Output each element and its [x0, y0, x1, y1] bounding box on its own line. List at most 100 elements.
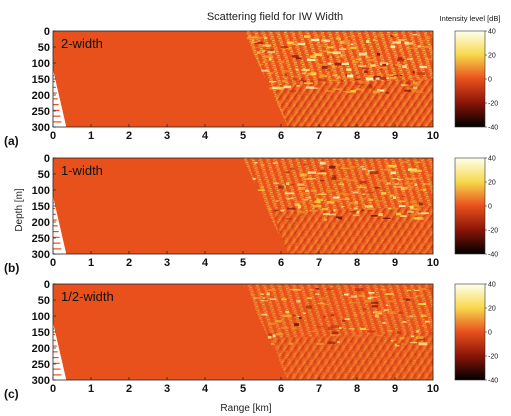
scatter-speckle [322, 213, 330, 216]
scatter-speckle [406, 58, 413, 60]
scatter-speckle [349, 202, 359, 205]
scatter-speckle [336, 216, 342, 220]
scatter-speckle [393, 65, 397, 67]
x-tick-label: 2 [126, 130, 132, 142]
colorbar-tick-label: 0 [488, 204, 492, 211]
scatter-speckle [305, 196, 311, 199]
scatter-speckle [303, 178, 310, 180]
scatter-speckle [333, 196, 340, 199]
scatter-speckle [311, 38, 320, 42]
scatter-speckle [298, 187, 305, 190]
scatter-speckle [361, 89, 364, 92]
scatter-speckle [368, 292, 375, 294]
scatter-speckle [390, 194, 395, 197]
y-tick-label: 250 [32, 106, 50, 118]
y-tick-label: 250 [32, 359, 50, 371]
scatter-speckle [340, 54, 343, 57]
scatter-speckle [297, 210, 305, 214]
y-tick-label: 200 [32, 343, 50, 355]
x-tick-label: 8 [354, 130, 360, 142]
scatter-speckle [310, 189, 317, 192]
scatter-speckle [395, 63, 402, 66]
scatter-speckle [369, 296, 378, 298]
scatter-speckle [248, 36, 258, 38]
scatter-speckle [352, 191, 359, 194]
scattering-lower-band [273, 332, 433, 380]
scatter-speckle [273, 182, 280, 184]
scatter-speckle [272, 334, 276, 338]
scatter-speckle [306, 305, 312, 309]
scatter-speckle [328, 213, 336, 216]
scatter-speckle [387, 330, 393, 332]
scatter-speckle [390, 171, 396, 175]
scatter-speckle [330, 179, 339, 182]
scatter-speckle [415, 187, 419, 190]
scatter-speckle [270, 342, 274, 345]
panel-label: 1/2-width [61, 289, 114, 304]
scatter-speckle [355, 73, 360, 75]
unresolved-wedge [53, 322, 67, 380]
x-tick-label: 7 [316, 257, 322, 269]
scatter-speckle [382, 322, 386, 324]
scatter-speckle [360, 165, 364, 168]
scatter-speckle [345, 197, 350, 200]
scatter-speckle [253, 297, 260, 299]
x-tick-label: 1 [88, 383, 94, 395]
scatter-speckle [342, 40, 350, 43]
scatter-speckle [387, 300, 396, 303]
scatter-speckle [418, 288, 427, 291]
y-tick-label: 150 [32, 74, 50, 86]
scatter-speckle [312, 205, 322, 208]
scatter-speckle [326, 189, 335, 192]
y-tick-label: 100 [32, 311, 50, 323]
y-tick-label: 50 [38, 42, 50, 54]
scatter-speckle [286, 182, 289, 185]
y-tick-label: 200 [32, 90, 50, 102]
scatter-speckle [367, 85, 373, 89]
scatter-speckle [390, 340, 394, 342]
scatter-speckle [366, 40, 370, 43]
scatter-speckle [396, 331, 402, 334]
scatter-speckle [385, 304, 389, 306]
y-tick-label: 300 [32, 122, 50, 134]
scatter-speckle [268, 57, 272, 61]
colorbar-tick-label: -20 [488, 354, 498, 361]
y-tick-label: 200 [32, 217, 50, 229]
scatter-speckle [320, 169, 326, 172]
scatter-speckle [296, 300, 301, 303]
scatter-speckle [255, 36, 263, 39]
scatter-speckle [310, 289, 314, 291]
scatter-speckle [394, 338, 397, 341]
scatter-speckle [334, 62, 342, 66]
scatter-speckle [260, 186, 264, 189]
scatter-speckle [393, 196, 397, 199]
scatter-speckle [290, 168, 295, 170]
scatter-speckle [344, 318, 350, 320]
colorbar-tick-label: -40 [488, 378, 498, 385]
scatter-speckle [255, 41, 263, 45]
scatter-speckle [374, 311, 382, 313]
scatter-speckle [338, 183, 345, 186]
scatter-speckle [419, 202, 424, 206]
scatter-speckle [411, 89, 420, 93]
y-tick-label: 300 [32, 249, 50, 261]
scatter-speckle [367, 207, 375, 210]
scatter-speckle [335, 37, 341, 40]
scatter-speckle [359, 311, 366, 314]
scatter-speckle [326, 90, 336, 92]
scatter-speckle [334, 88, 342, 90]
scatter-speckle [263, 59, 270, 62]
scatter-speckle [356, 88, 361, 91]
scatter-speckle [398, 311, 403, 314]
scatter-speckle [410, 214, 419, 216]
scatter-speckle [390, 45, 396, 49]
subplot-letter: (c) [4, 387, 19, 401]
scatter-speckle [385, 293, 394, 295]
scatter-speckle [375, 200, 383, 203]
scatter-speckle [275, 320, 282, 323]
scatter-speckle [347, 74, 354, 78]
scatter-speckle [266, 292, 270, 296]
scatter-speckle [337, 341, 340, 344]
scatter-speckle [299, 173, 307, 177]
scatter-speckle [421, 324, 427, 327]
